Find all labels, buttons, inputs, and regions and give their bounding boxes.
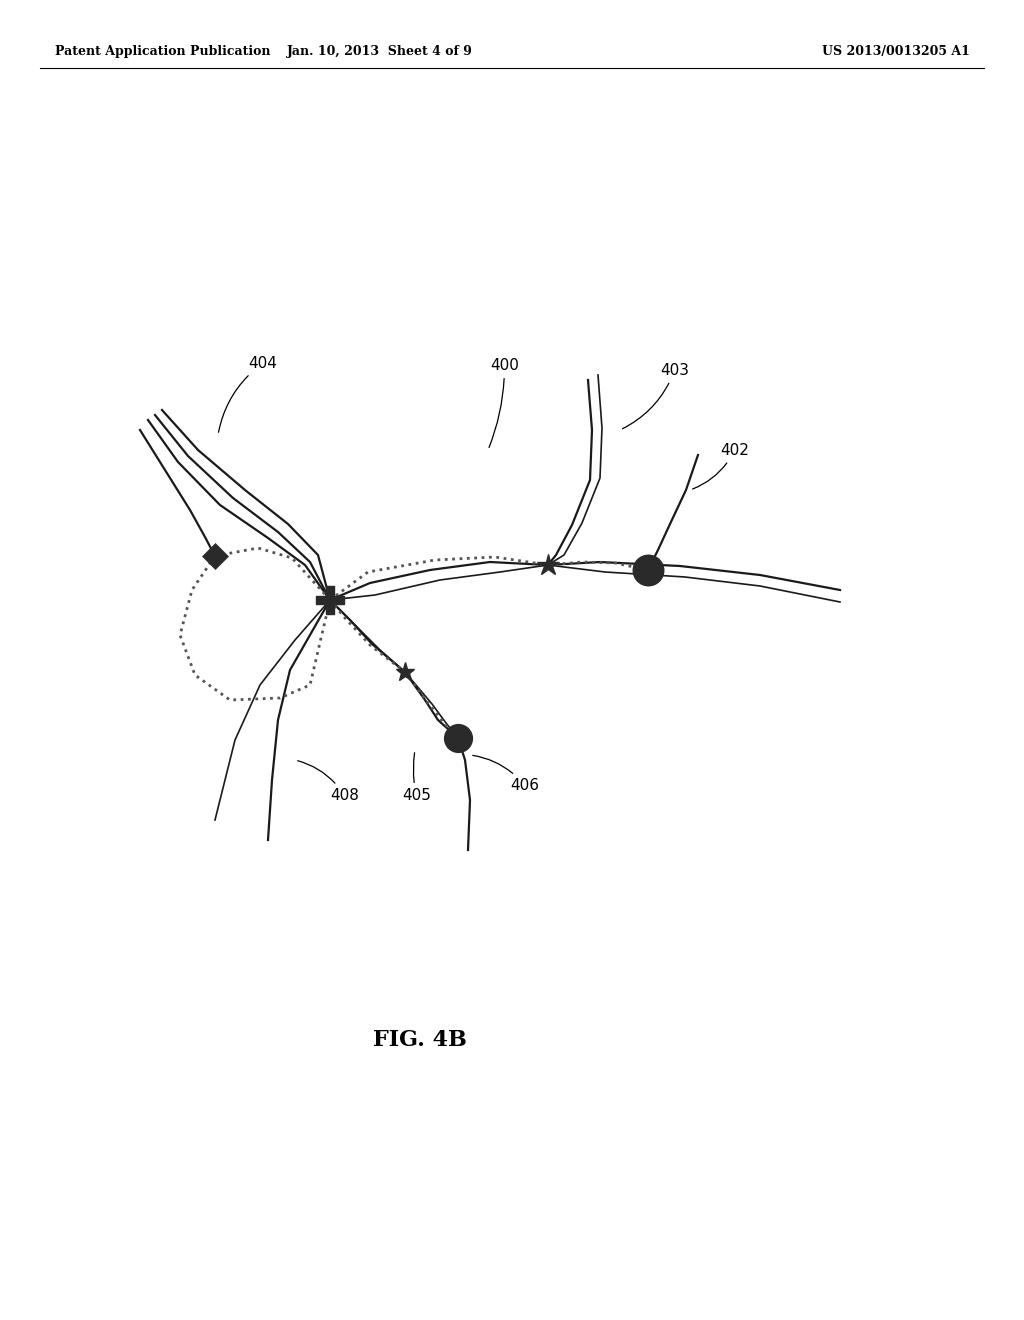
Text: US 2013/0013205 A1: US 2013/0013205 A1 (822, 45, 970, 58)
Text: Patent Application Publication: Patent Application Publication (55, 45, 270, 58)
Text: 400: 400 (489, 358, 519, 447)
Text: 408: 408 (298, 760, 358, 803)
Text: 405: 405 (402, 752, 431, 803)
Text: 404: 404 (218, 356, 276, 432)
Text: 406: 406 (473, 755, 539, 793)
Text: 403: 403 (623, 363, 689, 429)
Text: 402: 402 (692, 444, 749, 488)
Text: Jan. 10, 2013  Sheet 4 of 9: Jan. 10, 2013 Sheet 4 of 9 (287, 45, 473, 58)
Text: FIG. 4B: FIG. 4B (373, 1030, 467, 1051)
